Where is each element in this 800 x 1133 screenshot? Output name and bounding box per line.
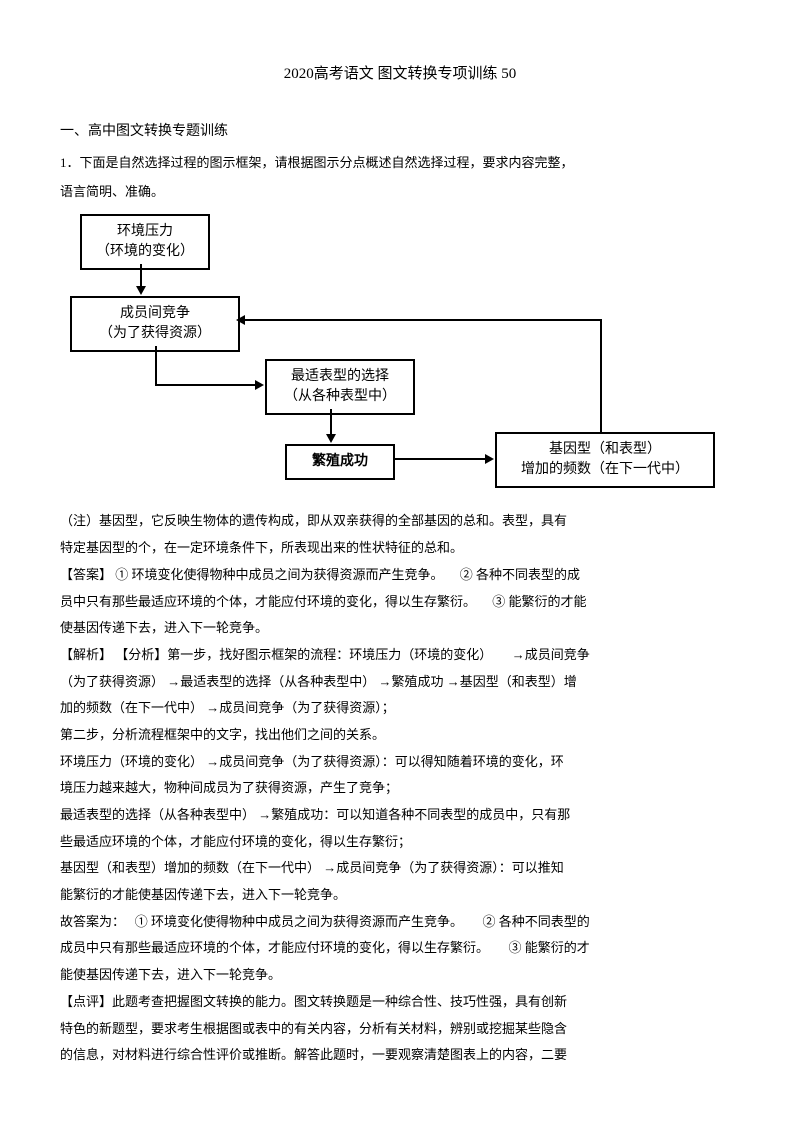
- document-page: 2020高考语文 图文转换专项训练 50 一、高中图文转换专题训练 1．下面是自…: [0, 0, 800, 1110]
- text: 成员中只有那些最适应环境的个体，才能应付环境的变化，得以生存繁衍。: [60, 940, 489, 955]
- arrow-line: [330, 409, 332, 434]
- node-label: 最适表型的选择: [275, 367, 405, 387]
- arrow-head: [236, 315, 245, 325]
- step2: 第二步，分析流程框架中的文字，找出他们之间的关系。: [60, 723, 740, 748]
- analysis-l3: 加的频数（在下一代中） →成员间竞争（为了获得资源）；: [60, 696, 740, 721]
- analysis-label: 【解析】: [60, 647, 112, 662]
- note-line-2: 特定基因型的个，在一定环境条件下，所表现出来的性状特征的总和。: [60, 536, 740, 561]
- gd-pre: 故答案为：: [60, 914, 125, 929]
- arrow-head: [326, 434, 336, 443]
- zs-l2: 些最适应环境的个体，才能应付环境的变化，得以生存繁衍；: [60, 830, 740, 855]
- flowchart-diagram: 环境压力 （环境的变化） 成员间竞争 （为了获得资源） 最适表型的选择 （从各种…: [60, 214, 740, 494]
- arrow-text: →成员间竞争: [512, 647, 590, 662]
- jy-l2: 能繁衍的才能使基因传递下去，进入下一轮竞争。: [60, 883, 740, 908]
- answer-label: 【答案】: [60, 567, 112, 582]
- jy-l1: 基因型（和表型）增加的频数（在下一代中） →成员间竞争（为了获得资源）：可以推知: [60, 856, 740, 881]
- flow-node-competition: 成员间竞争 （为了获得资源）: [70, 296, 240, 351]
- node-label: 成员间竞争: [80, 304, 230, 324]
- answer-1: ① 环境变化使得物种中成员之间为获得资源而产生竞争。: [112, 567, 444, 582]
- node-sub: （环境的变化）: [90, 242, 200, 262]
- dp-l2: 特色的新题型，要求考生根据图或表中的有关内容，分析有关材料，辨别或挖掘某些隐含: [60, 1017, 740, 1042]
- answer-line-3: 使基因传递下去，进入下一轮竞争。: [60, 616, 740, 641]
- arrow-line: [140, 264, 142, 286]
- gd-line-3: 能使基因传递下去，进入下一轮竞争。: [60, 963, 740, 988]
- flow-node-genotype: 基因型（和表型） 增加的频数（在下一代中）: [495, 432, 715, 487]
- dp-line: 【点评】此题考查把握图文转换的能力。图文转换题是一种综合性、技巧性强，具有创新: [60, 990, 740, 1015]
- gd-1: ① 环境变化使得物种中成员之间为获得资源而产生竞争。: [135, 914, 463, 929]
- node-label: 繁殖成功: [295, 452, 385, 472]
- gd-line-2: 成员中只有那些最适应环境的个体，才能应付环境的变化，得以生存繁衍。 ③ 能繁衍的…: [60, 936, 740, 961]
- arrow-line: [155, 384, 255, 386]
- node-label: 环境压力: [90, 222, 200, 242]
- arrow-head: [255, 380, 264, 390]
- arrow-line: [600, 319, 602, 432]
- arrow-line: [395, 458, 485, 460]
- node-label: 基因型（和表型）: [505, 440, 705, 460]
- flow-node-env-pressure: 环境压力 （环境的变化）: [80, 214, 210, 269]
- arrow-head: [136, 286, 146, 295]
- zs-l1: 最适表型的选择（从各种表型中） →繁殖成功：可以知道各种不同表型的成员中，只有那: [60, 803, 740, 828]
- hj-l2: 境压力越来越大，物种间成员为了获得资源，产生了竞争；: [60, 776, 740, 801]
- note-line-1: （注）基因型，它反映生物体的遗传构成，即从双亲获得的全部基因的总和。表型，具有: [60, 509, 740, 534]
- question-line-1: 1．下面是自然选择过程的图示框架，请根据图示分点概述自然选择过程，要求内容完整，: [60, 151, 740, 176]
- gd-line: 故答案为： ① 环境变化使得物种中成员之间为获得资源而产生竞争。 ② 各种不同表…: [60, 910, 740, 935]
- hj-l1: 环境压力（环境的变化） →成员间竞争（为了获得资源）：可以得知随着环境的变化，环: [60, 750, 740, 775]
- answer-line-2: 员中只有那些最适应环境的个体，才能应付环境的变化，得以生存繁衍。 ③ 能繁衍的才…: [60, 590, 740, 615]
- dp-label: 【点评】: [60, 994, 112, 1009]
- arrow-line: [155, 346, 157, 386]
- page-title: 2020高考语文 图文转换专项训练 50: [60, 60, 740, 89]
- node-sub: （为了获得资源）: [80, 324, 230, 344]
- node-sub: 增加的频数（在下一代中）: [505, 460, 705, 480]
- dp-l1: 此题考查把握图文转换的能力。图文转换题是一种综合性、技巧性强，具有创新: [112, 994, 567, 1009]
- answer-3: ③ 能繁衍的才能: [492, 594, 586, 609]
- arrow-line: [245, 319, 602, 321]
- analysis-line: 【解析】 【分析】第一步，找好图示框架的流程：环境压力（环境的变化） →成员间竞…: [60, 643, 740, 668]
- flow-node-reproduce: 繁殖成功: [285, 444, 395, 480]
- analysis-l2: （为了获得资源） →最适表型的选择（从各种表型中） →繁殖成功 →基因型（和表型…: [60, 670, 740, 695]
- gd-2: ② 各种不同表型的: [483, 914, 590, 929]
- flow-node-selection: 最适表型的选择 （从各种表型中）: [265, 359, 415, 414]
- dp-l3: 的信息，对材料进行综合性评价或推断。解答此题时，一要观察清楚图表上的内容，二要: [60, 1043, 740, 1068]
- text: 员中只有那些最适应环境的个体，才能应付环境的变化，得以生存繁衍。: [60, 594, 476, 609]
- node-sub: （从各种表型中）: [275, 387, 405, 407]
- gd-3: ③ 能繁衍的才: [509, 940, 590, 955]
- section-heading: 一、高中图文转换专题训练: [60, 119, 740, 146]
- question-line-2: 语言简明、准确。: [60, 180, 740, 205]
- answer-line: 【答案】 ① 环境变化使得物种中成员之间为获得资源而产生竞争。 ② 各种不同表型…: [60, 563, 740, 588]
- analysis-sub: 【分析】第一步，找好图示框架的流程：环境压力（环境的变化）: [115, 647, 492, 662]
- arrow-head: [485, 454, 494, 464]
- answer-2: ② 各种不同表型的成: [460, 567, 580, 582]
